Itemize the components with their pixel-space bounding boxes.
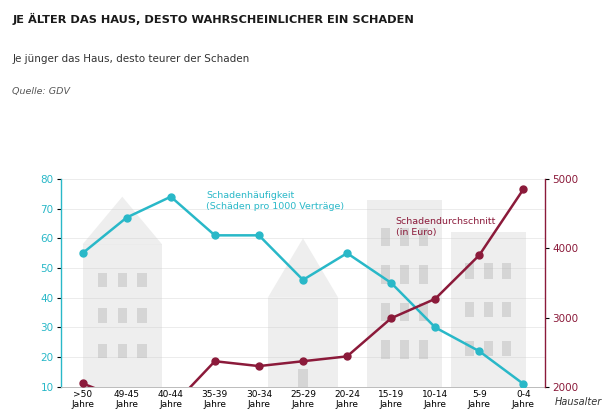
- Bar: [502, 341, 511, 356]
- Bar: [138, 273, 147, 287]
- Bar: [419, 302, 428, 321]
- Bar: [419, 340, 428, 359]
- Bar: [465, 341, 474, 356]
- Bar: [138, 308, 147, 323]
- Bar: [419, 265, 428, 284]
- Bar: [484, 341, 493, 356]
- Bar: [419, 228, 428, 246]
- Bar: [451, 233, 525, 387]
- Bar: [484, 263, 493, 279]
- Bar: [400, 265, 409, 284]
- Bar: [82, 244, 162, 387]
- Bar: [138, 344, 147, 358]
- Bar: [298, 369, 308, 387]
- Text: Je jünger das Haus, desto teurer der Schaden: Je jünger das Haus, desto teurer der Sch…: [12, 54, 250, 64]
- Bar: [118, 344, 127, 358]
- Bar: [118, 308, 127, 323]
- Bar: [98, 308, 107, 323]
- Text: Quelle: GDV: Quelle: GDV: [12, 87, 70, 97]
- Text: JE ÄLTER DAS HAUS, DESTO WAHRSCHEINLICHER EIN SCHADEN: JE ÄLTER DAS HAUS, DESTO WAHRSCHEINLICHE…: [12, 12, 414, 25]
- Bar: [381, 265, 390, 284]
- Text: Schadendurchschnitt
(in Euro): Schadendurchschnitt (in Euro): [396, 217, 496, 237]
- Bar: [381, 302, 390, 321]
- Bar: [484, 302, 493, 317]
- Bar: [98, 344, 107, 358]
- Bar: [381, 228, 390, 246]
- Bar: [400, 302, 409, 321]
- Bar: [381, 340, 390, 359]
- Bar: [465, 263, 474, 279]
- Bar: [502, 302, 511, 317]
- Bar: [367, 200, 442, 387]
- Bar: [502, 263, 511, 279]
- Bar: [98, 273, 107, 287]
- Text: Hausalter: Hausalter: [554, 397, 602, 407]
- Bar: [400, 228, 409, 246]
- Polygon shape: [268, 238, 338, 298]
- Polygon shape: [82, 197, 162, 244]
- Text: Schadenhäufigkeit
(Schäden pro 1000 Verträge): Schadenhäufigkeit (Schäden pro 1000 Vert…: [206, 191, 344, 211]
- Bar: [268, 298, 338, 387]
- Bar: [465, 302, 474, 317]
- Bar: [118, 273, 127, 287]
- Bar: [400, 340, 409, 359]
